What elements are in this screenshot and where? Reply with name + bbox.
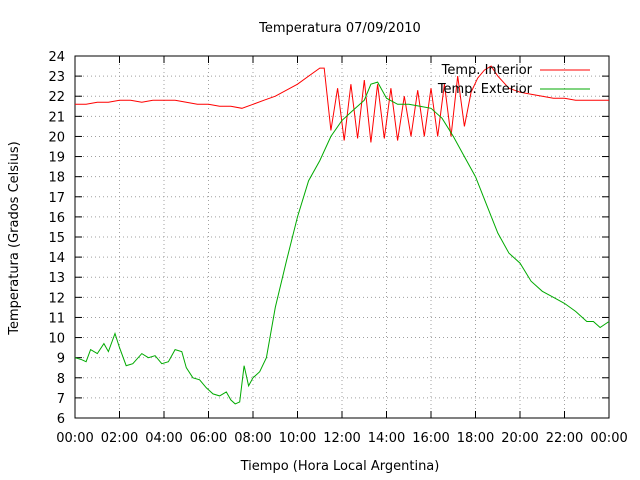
- x-tick-label: 14:00: [368, 431, 405, 446]
- y-tick-label: 24: [48, 50, 65, 65]
- y-tick-label: 10: [48, 332, 65, 347]
- x-tick-label: 08:00: [234, 431, 271, 446]
- x-tick-label: 02:00: [101, 431, 138, 446]
- chart-title: Temperatura 07/09/2010: [258, 21, 421, 36]
- grid-layer: [75, 56, 609, 418]
- legend-label-exterior: Temp. Exterior: [437, 82, 533, 97]
- x-tick-label: 18:00: [457, 431, 494, 446]
- x-tick-label: 22:00: [546, 431, 583, 446]
- y-tick-label: 20: [48, 130, 65, 145]
- x-tick-label: 00:00: [56, 431, 93, 446]
- y-tick-label: 7: [57, 392, 65, 407]
- y-tick-label: 13: [48, 271, 65, 286]
- x-tick-label: 20:00: [501, 431, 538, 446]
- y-tick-label: 14: [48, 251, 65, 266]
- tick-layer: 6 7 8 9 10 11 12 13 14 15 16 17 18 19 20 21 22 23 24 00:00 0…: [48, 50, 627, 446]
- y-tick-label: 17: [48, 191, 65, 206]
- x-tick-label: 12:00: [323, 431, 360, 446]
- x-tick-label: 00:00: [590, 431, 627, 446]
- series-line-exterior: [74, 81, 610, 405]
- y-tick-label: 21: [48, 110, 65, 125]
- legend-label-interior: Temp. Interior: [441, 63, 533, 78]
- y-tick-label: 23: [48, 70, 65, 85]
- x-tick-label: 16:00: [412, 431, 449, 446]
- y-tick-label: 16: [48, 211, 65, 226]
- y-tick-label: 15: [48, 231, 65, 246]
- y-tick-label: 18: [48, 171, 65, 186]
- y-tick-label: 19: [48, 151, 65, 166]
- y-tick-label: 9: [57, 352, 65, 367]
- x-tick-label: 04:00: [145, 431, 182, 446]
- x-axis-label: Tiempo (Hora Local Argentina): [240, 459, 440, 474]
- legend: Temp. Interior Temp. Exterior: [437, 63, 590, 97]
- y-axis-label: Temperatura (Grados Celsius): [7, 141, 22, 335]
- y-tick-label: 8: [57, 372, 65, 387]
- x-tick-label: 06:00: [190, 431, 227, 446]
- x-tick-label: 10:00: [279, 431, 316, 446]
- y-tick-label: 12: [48, 291, 65, 306]
- y-tick-label: 11: [48, 311, 65, 326]
- series-layer: [74, 65, 610, 405]
- y-tick-label: 6: [57, 412, 65, 427]
- y-tick-label: 22: [48, 90, 65, 105]
- series-line-interior: [75, 65, 609, 143]
